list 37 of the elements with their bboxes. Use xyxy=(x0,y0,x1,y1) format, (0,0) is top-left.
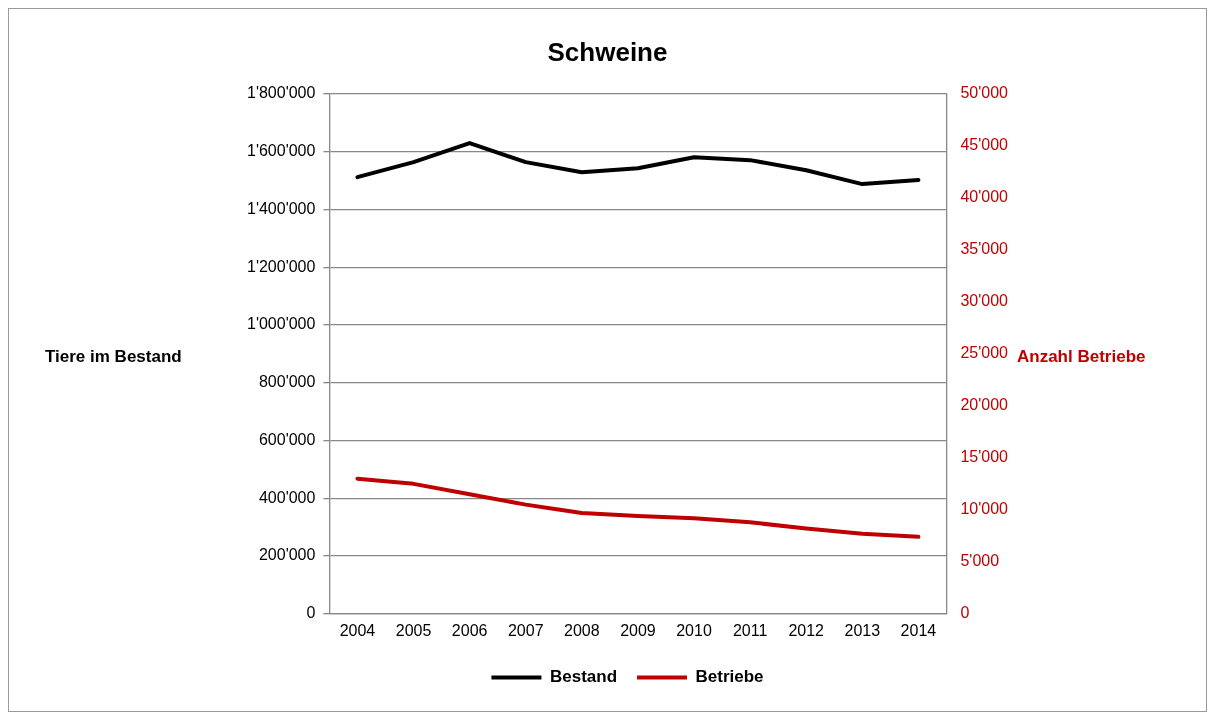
y2-tick-label: 35'000 xyxy=(960,240,1009,258)
y2-tick-label: 10'000 xyxy=(960,500,1009,518)
y-tick-label: 1'400'000 xyxy=(246,199,316,217)
y-tick-label: 800'000 xyxy=(258,373,316,391)
y2-tick-label: 50'000 xyxy=(960,84,1009,102)
y-tick-label: 1'000'000 xyxy=(246,315,316,333)
y2-axis-title: Anzahl Betriebe xyxy=(1017,347,1146,367)
y-tick-label: 400'000 xyxy=(258,488,316,506)
y2-tick-label: 45'000 xyxy=(960,136,1009,154)
y2-tick-label: 25'000 xyxy=(960,344,1009,362)
y2-tick-label: 15'000 xyxy=(960,448,1009,466)
x-tick-label: 2012 xyxy=(788,621,825,639)
x-tick-label: 2010 xyxy=(676,621,712,639)
x-tick-label: 2009 xyxy=(620,621,656,639)
y2-tick-label: 5'000 xyxy=(960,552,1000,570)
legend-label: Bestand xyxy=(549,667,618,687)
y-tick-label: 600'000 xyxy=(258,430,316,448)
x-tick-label: 2013 xyxy=(844,621,881,639)
chart-title: Schweine xyxy=(546,37,669,68)
y2-tick-label: 20'000 xyxy=(960,396,1009,414)
y-tick-label: 200'000 xyxy=(258,546,316,564)
y-axis-title: Tiere im Bestand xyxy=(45,347,182,367)
x-tick-label: 2006 xyxy=(451,621,488,639)
x-tick-label: 2004 xyxy=(339,621,376,639)
legend-label: Betriebe xyxy=(695,667,764,687)
x-tick-label: 2014 xyxy=(900,621,937,639)
x-tick-label: 2005 xyxy=(395,621,432,639)
y-tick-label: 1'800'000 xyxy=(246,84,316,102)
y-tick-label: 1'200'000 xyxy=(246,257,316,275)
y2-tick-label: 30'000 xyxy=(960,292,1009,310)
y-tick-label: 0 xyxy=(306,604,316,622)
y2-tick-label: 40'000 xyxy=(960,188,1009,206)
x-tick-label: 2011 xyxy=(732,621,768,639)
x-tick-label: 2007 xyxy=(507,621,544,639)
x-tick-label: 2008 xyxy=(564,621,600,639)
y-tick-label: 1'600'000 xyxy=(246,142,316,160)
y2-tick-label: 0 xyxy=(960,604,970,622)
